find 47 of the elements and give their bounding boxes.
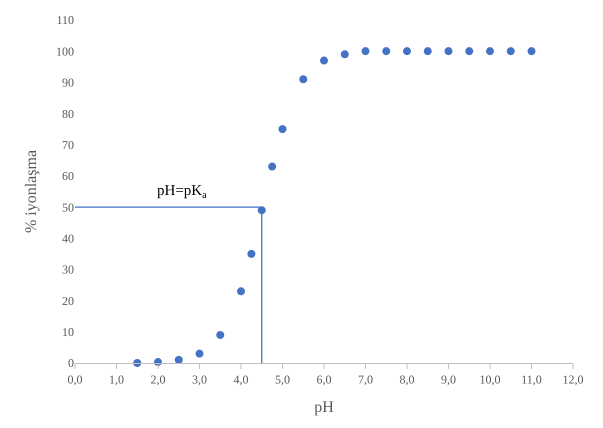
point [320,56,328,65]
point [268,162,276,171]
y-axis-title: % iyonlaşma [22,150,40,234]
point [424,47,432,56]
y-tick-label: 50 [62,200,74,214]
point [465,47,474,56]
point [486,47,494,56]
x-tick-label: 9,0 [441,372,456,386]
point [247,250,256,258]
point [216,330,224,339]
point [174,356,183,364]
x-tick-label: 1,0 [109,372,124,386]
x-tick-label: 2,0 [150,372,166,386]
y-tick-label: 80 [62,106,74,121]
annotation: pH=pK$_{a}$ [157,183,208,202]
y-tick-label: 10 [62,325,74,340]
point [382,47,390,56]
point [299,75,308,84]
x-axis-title: pH [314,399,334,416]
x-tick-label: 0,0 [68,372,82,386]
x-tick-label: 6,0 [316,372,332,386]
y-tick-label: 30 [62,262,74,277]
point [362,47,370,56]
x-tick-label: 10,0 [480,372,500,386]
y-tick-label: 70 [62,138,74,152]
y-tick-label: 60 [62,169,74,184]
x-tick-label: 7,0 [358,372,373,386]
y-tick-label: 100 [56,44,74,58]
x-tick-label: 12,0 [562,372,584,386]
point [340,50,349,58]
y-tick-label: 20 [62,294,74,308]
x-tick-label: 11,0 [521,372,542,386]
point [528,47,536,56]
x-tick-label: 4,0 [234,372,248,386]
point [237,287,245,296]
x-tick-label: 5,0 [275,372,290,386]
y-tick-label: 0 [68,356,74,370]
y-tick-label: 110 [56,13,74,28]
x-tick-label: 8,0 [400,372,414,386]
point [403,47,411,56]
y-tick-label: 90 [62,76,74,90]
point [444,47,452,56]
point [506,47,515,56]
y-tick-label: 40 [62,231,74,246]
point [196,350,204,358]
x-tick-label: 3,0 [192,372,207,386]
point [278,125,286,134]
